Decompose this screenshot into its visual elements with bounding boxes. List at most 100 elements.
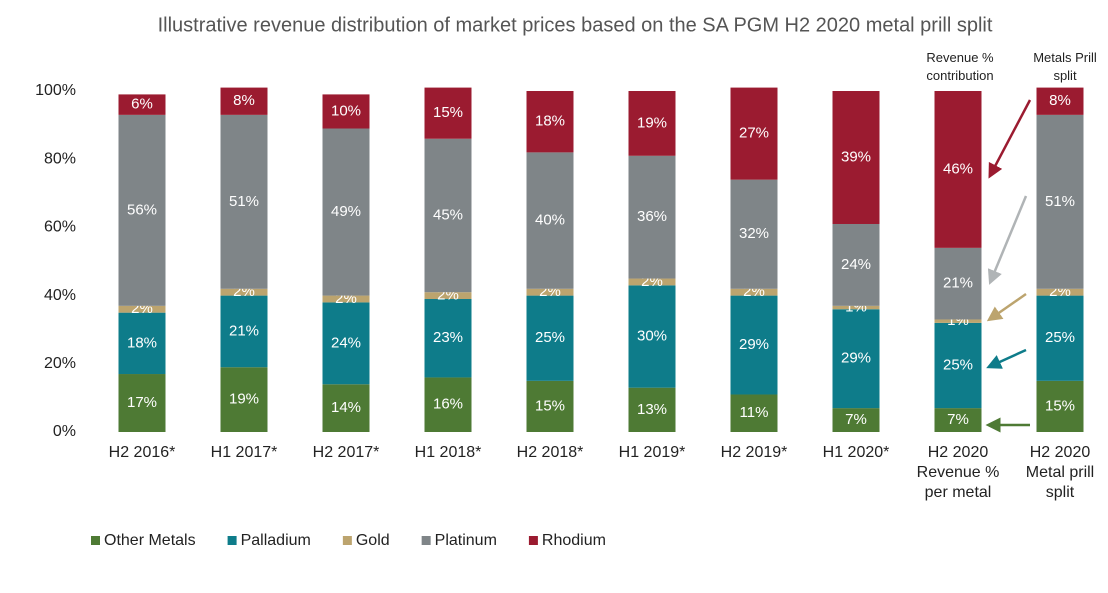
data-label: 30%: [637, 327, 667, 344]
bar-segment: [934, 319, 982, 323]
bar-segment: [322, 94, 370, 129]
bar-segment: [322, 302, 370, 385]
data-label: 40%: [535, 212, 565, 229]
legend-swatch: [91, 536, 100, 545]
bar-segment: [730, 295, 778, 395]
bar-segment: [1036, 288, 1084, 296]
bar-segment: [322, 295, 370, 303]
data-label: 15%: [433, 104, 463, 121]
legend-swatch: [528, 536, 538, 545]
bar-segment: [730, 288, 778, 296]
data-label: 29%: [841, 350, 871, 367]
data-label: 14%: [331, 399, 361, 416]
data-label: 10%: [331, 102, 361, 119]
bar-segment: [424, 377, 472, 432]
data-label: 29%: [739, 336, 769, 353]
x-tick-label: H2 2017*: [312, 444, 380, 461]
x-tick-label: H1 2017*: [210, 444, 278, 461]
data-label: 49%: [331, 203, 361, 220]
bar-segment: [220, 114, 268, 289]
bar-segment: [118, 114, 166, 306]
bar-segment: [1036, 380, 1084, 432]
data-label: 15%: [1045, 397, 1075, 414]
bar-segment: [628, 91, 676, 156]
data-label: 17%: [127, 394, 157, 411]
legend-label: Gold: [356, 532, 390, 549]
data-label: 21%: [943, 275, 973, 292]
data-label: 24%: [841, 256, 871, 273]
bar-segment: [526, 295, 574, 381]
bar-segment: [424, 138, 472, 293]
bar-segment: [832, 305, 880, 310]
y-tick-label: 100%: [35, 82, 76, 99]
bar-segment: [526, 91, 574, 153]
bar-segment: [118, 94, 166, 115]
legend-label: Other Metals: [104, 532, 196, 549]
data-label: 36%: [637, 208, 667, 225]
annotation: Revenue % contribution: [926, 50, 994, 83]
y-tick-label: 20%: [44, 355, 76, 372]
legend-label: Palladium: [241, 532, 311, 549]
data-label: 18%: [127, 334, 157, 351]
bar-segment: [118, 374, 166, 432]
bar-segment: [1036, 295, 1084, 381]
data-label: 7%: [947, 411, 969, 428]
bar-segment: [628, 278, 676, 286]
bar-segment: [526, 288, 574, 296]
bar-segment: [322, 128, 370, 296]
data-label: 39%: [841, 148, 871, 165]
data-label: 19%: [229, 391, 259, 408]
bar-segment: [730, 179, 778, 289]
bar-segment: [628, 387, 676, 432]
arrow: [986, 348, 1027, 369]
bar-segment: [424, 299, 472, 378]
x-tick-label: H2 2020 Revenue % per metal: [916, 444, 1000, 501]
data-label: 16%: [433, 396, 463, 413]
data-label: 25%: [943, 356, 973, 373]
x-tick-label: H2 2020 Metal prill split: [1025, 444, 1095, 501]
data-label: 23%: [433, 329, 463, 346]
arrow: [988, 99, 1032, 179]
bar-segment: [424, 292, 472, 300]
data-label: 8%: [233, 92, 255, 109]
legend-label: Platinum: [435, 532, 497, 549]
data-label: 27%: [739, 125, 769, 142]
data-label: 24%: [331, 334, 361, 351]
legend-swatch: [227, 536, 237, 545]
legend-swatch: [421, 536, 431, 545]
bar-segment: [526, 152, 574, 289]
data-label: 7%: [845, 411, 867, 428]
data-label: 46%: [943, 160, 973, 177]
bar-segment: [832, 408, 880, 432]
bar-segment: [1036, 87, 1084, 115]
data-label: 32%: [739, 225, 769, 242]
data-label: 15%: [535, 397, 565, 414]
data-label: 8%: [1049, 92, 1071, 109]
bar-segment: [526, 380, 574, 432]
bar-segment: [730, 394, 778, 432]
x-tick-label: H1 2020*: [822, 444, 890, 461]
y-tick-label: 80%: [44, 150, 76, 167]
chart-title: Illustrative revenue distribution of mar…: [158, 14, 993, 36]
bar-segment: [832, 223, 880, 306]
y-tick-label: 0%: [53, 423, 76, 440]
legend-swatch: [342, 536, 352, 545]
bar-segment: [118, 305, 166, 313]
data-label: 56%: [127, 201, 157, 218]
bar-segment: [118, 312, 166, 375]
arrow: [986, 292, 1027, 322]
bar-segment: [934, 322, 982, 409]
bar-segment: [220, 87, 268, 115]
data-label: 13%: [637, 401, 667, 418]
bar-segment: [934, 408, 982, 432]
x-tick-label: H1 2018*: [414, 444, 482, 461]
bar-segment: [628, 285, 676, 388]
data-label: 45%: [433, 206, 463, 223]
data-label: 21%: [229, 322, 259, 339]
bar-segment: [220, 288, 268, 296]
x-tick-label: H1 2019*: [618, 444, 686, 461]
x-tick-label: H2 2019*: [720, 444, 788, 461]
data-label: 11%: [740, 404, 769, 421]
arrows: [985, 99, 1032, 433]
